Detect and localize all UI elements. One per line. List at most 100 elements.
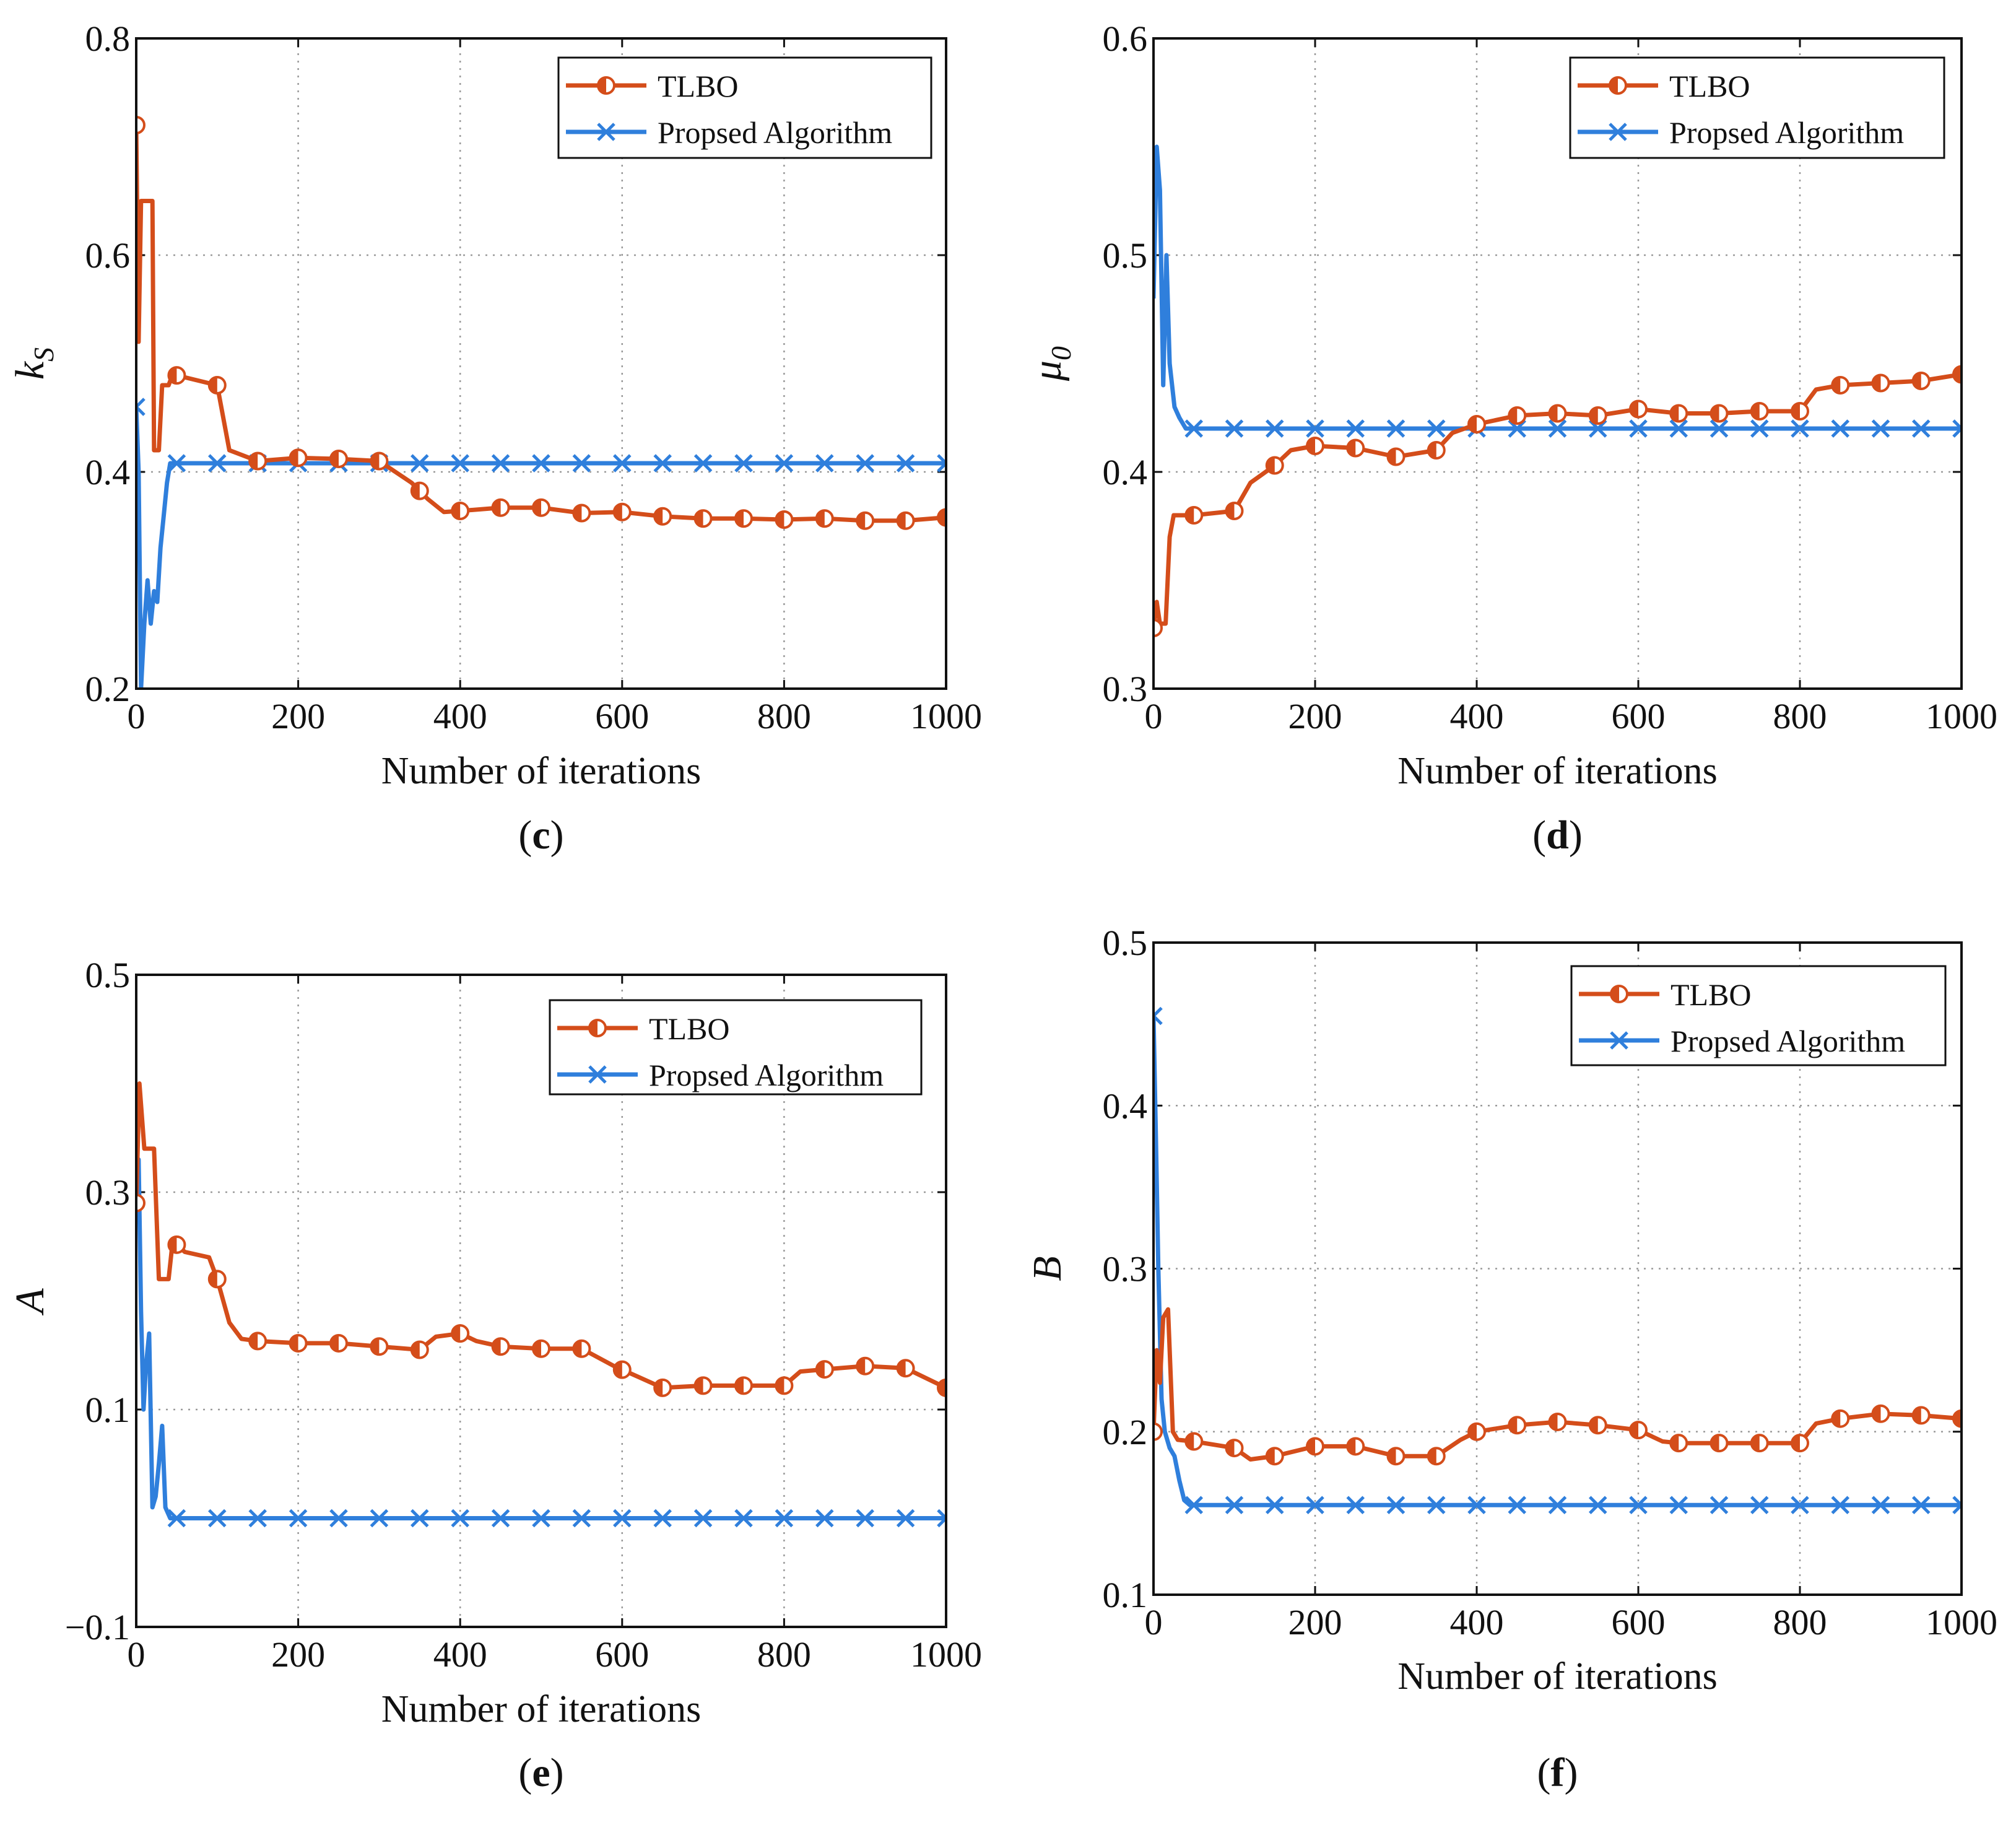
tlbo-point bbox=[1154, 1422, 1163, 1441]
proposed-point bbox=[1588, 419, 1607, 438]
tlbo-point bbox=[1791, 402, 1809, 421]
series-proposed bbox=[136, 398, 946, 689]
y-tick-label: 0.3 bbox=[1103, 1249, 1148, 1289]
marker-fill bbox=[654, 1379, 663, 1396]
tlbo-point bbox=[734, 509, 753, 528]
tlbo-point bbox=[653, 1378, 672, 1397]
proposed-point bbox=[1952, 1496, 1962, 1514]
tlbo-point bbox=[1265, 1447, 1284, 1466]
x-tick-label: 400 bbox=[433, 696, 487, 736]
panel-caption: (d) bbox=[1532, 813, 1583, 858]
marker-fill bbox=[1610, 77, 1618, 94]
series-tlbo bbox=[136, 1081, 946, 1397]
legend-tlbo-marker bbox=[597, 76, 615, 95]
series-tlbo bbox=[1154, 1307, 1962, 1466]
marker-fill bbox=[589, 1020, 597, 1036]
tlbo-point bbox=[693, 1376, 713, 1395]
tlbo-point bbox=[1831, 1409, 1850, 1428]
marker-fill bbox=[1792, 403, 1800, 419]
tlbo-point bbox=[1427, 441, 1446, 460]
legend-box bbox=[1570, 965, 1947, 1066]
tlbo-point bbox=[329, 450, 348, 468]
tlbo-point bbox=[167, 1235, 186, 1254]
caption-letter: e bbox=[532, 1750, 550, 1795]
proposed-point bbox=[532, 1509, 550, 1528]
y-tick-label: 0.1 bbox=[85, 1390, 131, 1430]
tlbo-point bbox=[1911, 372, 1931, 390]
marker-fill bbox=[452, 503, 461, 519]
marker-fill bbox=[411, 1341, 420, 1358]
series-proposed bbox=[1154, 144, 1962, 438]
marker-ring bbox=[136, 116, 146, 134]
proposed-point bbox=[1669, 1496, 1688, 1514]
marker-fill bbox=[816, 1361, 825, 1378]
y-axis-symbol: μ bbox=[1025, 360, 1070, 381]
legend-box bbox=[557, 56, 932, 159]
y-tick-label: 0.3 bbox=[1103, 669, 1148, 709]
marker-fill bbox=[1266, 1448, 1275, 1465]
y-tick-label: 0.3 bbox=[85, 1172, 131, 1213]
proposed-point bbox=[734, 454, 753, 473]
tlbo-point bbox=[532, 498, 550, 517]
marker-fill bbox=[1792, 1435, 1800, 1452]
proposed-point bbox=[167, 454, 186, 473]
marker-fill bbox=[776, 512, 784, 528]
proposed-point bbox=[1427, 419, 1446, 438]
proposed-point bbox=[1588, 1496, 1607, 1514]
legend-label: Propsed Algorithm bbox=[649, 1058, 884, 1092]
tlbo-point bbox=[775, 510, 794, 529]
tlbo-line bbox=[136, 1081, 946, 1390]
chart-panel-e: 0 200 400 600 800 1000 −0.1 0.1 0.3 0.5 TLBO Propse… bbox=[7, 955, 982, 1795]
caption-letter: d bbox=[1546, 813, 1569, 858]
series-tlbo bbox=[1154, 365, 1962, 637]
tlbo-point bbox=[1871, 1404, 1890, 1423]
series-proposed bbox=[1154, 1006, 1962, 1514]
tlbo-point bbox=[896, 1359, 915, 1378]
x-tick-label: 600 bbox=[1612, 1602, 1666, 1642]
tlbo-point bbox=[572, 503, 591, 523]
marker-fill bbox=[1832, 377, 1841, 393]
tlbo-point bbox=[410, 1340, 429, 1359]
marker-fill bbox=[1953, 1410, 1962, 1427]
tlbo-point bbox=[612, 1360, 632, 1379]
tlbo-point bbox=[1629, 1421, 1648, 1440]
marker-fill bbox=[1589, 1417, 1598, 1434]
proposed-point bbox=[491, 454, 510, 473]
marker-fill bbox=[492, 1338, 501, 1355]
marker-ring bbox=[1154, 1422, 1163, 1441]
tlbo-point bbox=[207, 376, 227, 394]
caption-close: ) bbox=[1564, 1750, 1578, 1795]
legend-label: TLBO bbox=[649, 1011, 730, 1046]
marker-fill bbox=[1711, 405, 1719, 422]
proposed-point bbox=[1265, 419, 1284, 438]
legend: TLBO Propsed Algorithm bbox=[557, 56, 932, 159]
legend-label: Propsed Algorithm bbox=[1669, 115, 1904, 150]
marker-fill bbox=[1671, 405, 1679, 422]
panel-caption: (c) bbox=[518, 813, 563, 858]
proposed-point bbox=[1386, 419, 1406, 438]
marker-fill bbox=[331, 1335, 339, 1351]
tlbo-point bbox=[532, 1339, 550, 1358]
proposed-point bbox=[572, 1509, 591, 1528]
panel-caption: (f) bbox=[1537, 1750, 1578, 1795]
proposed-point bbox=[136, 398, 146, 416]
x-tick-label: 400 bbox=[433, 1634, 487, 1675]
marker-fill bbox=[654, 508, 663, 525]
tlbo-point bbox=[370, 1337, 389, 1356]
proposed-point bbox=[572, 454, 591, 473]
y-tick-label: 0.5 bbox=[1103, 923, 1148, 963]
x-tick-label: 1000 bbox=[1926, 696, 1997, 736]
y-axis-subscript: 0 bbox=[1045, 346, 1077, 360]
marker-fill bbox=[695, 510, 703, 527]
marker-fill bbox=[1226, 503, 1235, 519]
marker-fill bbox=[1428, 1448, 1436, 1465]
tlbo-point bbox=[451, 502, 470, 520]
tlbo-line bbox=[1154, 1307, 1962, 1462]
tlbo-point bbox=[248, 1332, 267, 1351]
marker-fill bbox=[897, 1360, 906, 1377]
marker-fill bbox=[1872, 375, 1881, 391]
legend-tlbo-marker bbox=[1610, 985, 1628, 1003]
marker-fill bbox=[371, 453, 380, 469]
y-tick-label: 0.6 bbox=[85, 235, 131, 276]
x-tick-label: 800 bbox=[1773, 1602, 1827, 1642]
